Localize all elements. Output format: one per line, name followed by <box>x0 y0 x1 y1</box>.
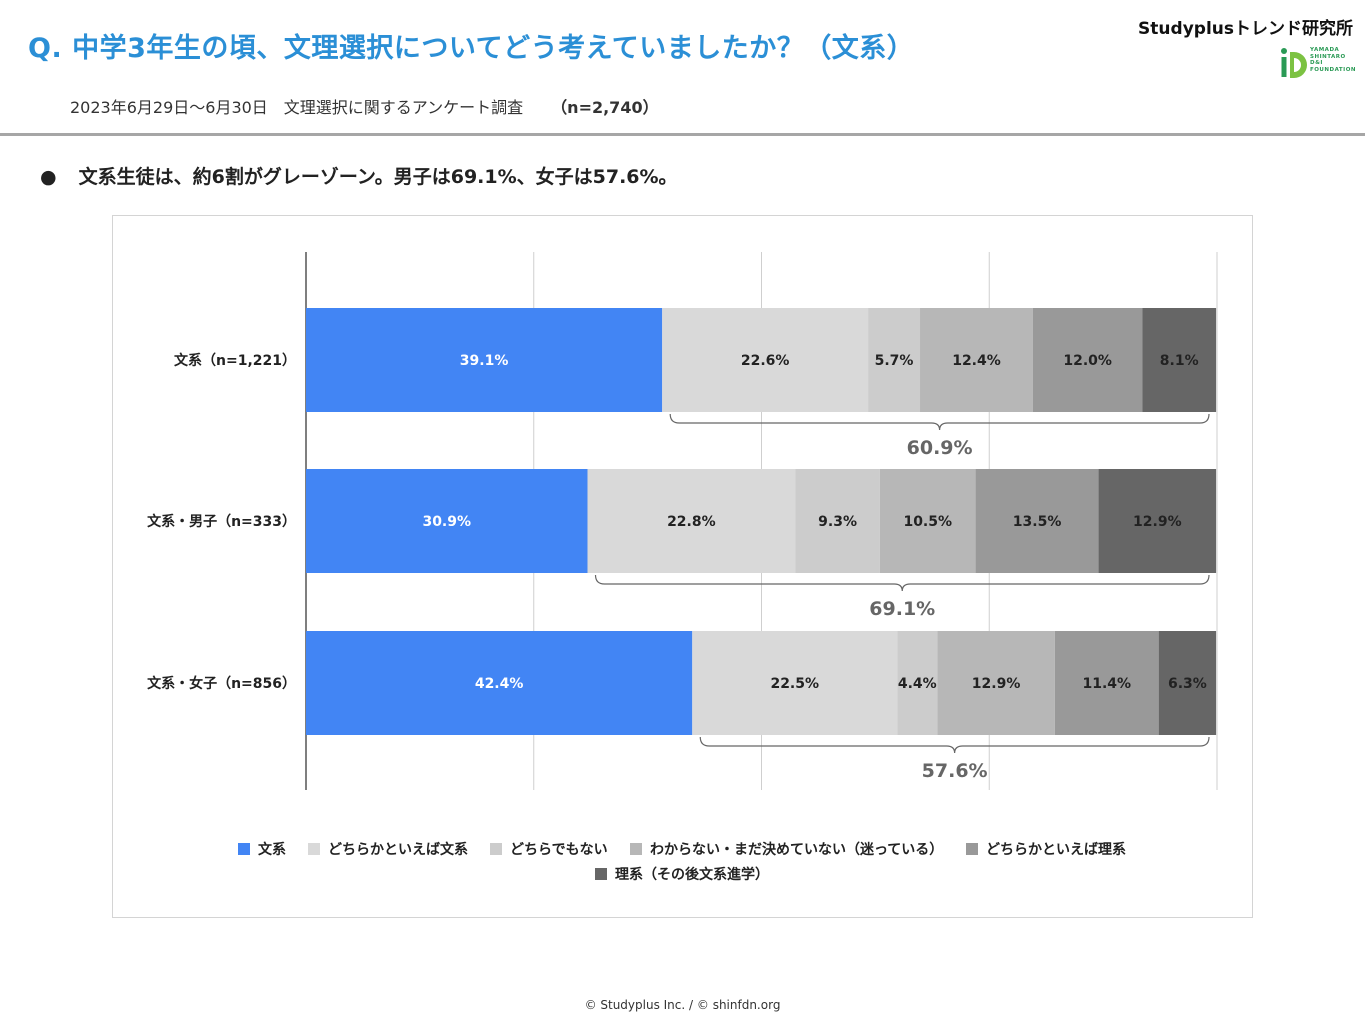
bar-segment <box>975 469 1099 573</box>
data-label: 22.8% <box>667 514 716 530</box>
logo-text-line: FOUNDATION <box>1310 66 1356 73</box>
data-label: 4.4% <box>898 676 937 692</box>
bar-segment <box>920 308 1033 412</box>
header-divider <box>0 133 1365 136</box>
bar-segment <box>306 469 588 573</box>
survey-period: 2023年6月29日〜6月30日 文理選択に関するアンケート調査 <box>70 98 524 117</box>
data-label: 5.7% <box>875 353 914 369</box>
data-label: 11.4% <box>1082 676 1131 692</box>
legend-label: どちらでもない <box>510 842 608 858</box>
legend-swatch <box>238 843 251 855</box>
legend-swatch <box>308 843 321 855</box>
foundation-logo-icon <box>1281 48 1307 78</box>
data-label: 6.3% <box>1168 676 1207 692</box>
data-label: 30.9% <box>422 514 471 530</box>
legend-label: どちらかといえば文系 <box>328 841 468 858</box>
data-label: 13.5% <box>1013 514 1062 530</box>
legend-label: どちらかといえば理系 <box>986 841 1126 858</box>
bar-segment <box>937 631 1055 735</box>
bar-segment <box>1054 631 1159 735</box>
legend-swatch <box>490 843 503 855</box>
bar-segment <box>897 631 938 735</box>
bar-segment <box>1032 308 1143 412</box>
gray-zone-bracket <box>594 574 1210 592</box>
data-label: 12.9% <box>972 676 1021 692</box>
bar-segment <box>692 631 898 735</box>
bar-segment <box>1098 469 1217 573</box>
bar-segment <box>795 469 880 573</box>
survey-subtitle: 2023年6月29日〜6月30日 文理選択に関するアンケート調査 （n=2,740… <box>70 94 659 118</box>
logo-text: YAMADA SHINTARO D&I FOUNDATION <box>1310 47 1356 73</box>
bar-segment <box>1158 631 1217 735</box>
data-label: 22.5% <box>770 676 819 692</box>
bar-segment <box>662 308 869 412</box>
data-label: 9.3% <box>818 514 857 530</box>
data-label: 42.4% <box>475 676 524 692</box>
data-label: 39.1% <box>460 353 509 369</box>
chart-frame <box>112 215 1253 918</box>
brand-name: Studyplusトレンド研究所 <box>1138 19 1353 39</box>
logo-text-line: D&I <box>1310 60 1323 66</box>
data-label: 12.0% <box>1063 353 1112 369</box>
legend-label: 文系 <box>258 841 286 858</box>
legend-swatch <box>595 868 608 880</box>
data-label: 10.5% <box>903 514 952 530</box>
data-label: 22.6% <box>741 353 790 369</box>
bar-segment <box>306 631 693 735</box>
category-label: 文系（n=1,221） <box>174 352 296 369</box>
data-label: 12.4% <box>952 353 1001 369</box>
data-label: 12.9% <box>1133 514 1182 530</box>
legend-label: 理系（その後文系進学） <box>615 866 769 883</box>
logo-text-line: YAMADA <box>1310 47 1340 53</box>
logo-text-line: SHINTARO <box>1310 53 1346 60</box>
legend-label: わからない・まだ決めていない（迷っている） <box>650 841 943 858</box>
data-label: 8.1% <box>1160 353 1199 369</box>
sample-size: （n=2,740） <box>551 98 659 117</box>
foundation-logo: YAMADA SHINTARO D&I FOUNDATION <box>1280 46 1358 80</box>
gray-zone-total: 69.1% <box>869 598 935 620</box>
category-label: 文系・男子（n=333） <box>147 513 296 530</box>
summary-bullet: ● 文系生徒は、約6割がグレーゾーン。男子は69.1%、女子は57.6%。 <box>40 162 678 189</box>
gray-zone-total: 57.6% <box>922 760 988 782</box>
category-label: 文系・女子（n=856） <box>147 675 296 692</box>
bar-segment <box>879 469 976 573</box>
summary-text: 文系生徒は、約6割がグレーゾーン。男子は69.1%、女子は57.6%。 <box>78 166 678 188</box>
gray-zone-bracket <box>669 413 1210 431</box>
bar-segment <box>868 308 921 412</box>
legend-swatch <box>965 843 978 855</box>
copyright-footer: © Studyplus Inc. / © shinfdn.org <box>584 998 781 1012</box>
gray-zone-bracket <box>699 736 1210 754</box>
bar-segment <box>306 308 663 412</box>
bar-segment <box>587 469 796 573</box>
page-title: Q. 中学3年生の頃、文理選択についてどう考えていましたか？（文系） <box>28 33 915 64</box>
gray-zone-total: 60.9% <box>907 437 973 459</box>
bar-segment <box>1142 308 1217 412</box>
bullet-dot: ● <box>40 166 57 188</box>
legend-swatch <box>630 843 643 855</box>
